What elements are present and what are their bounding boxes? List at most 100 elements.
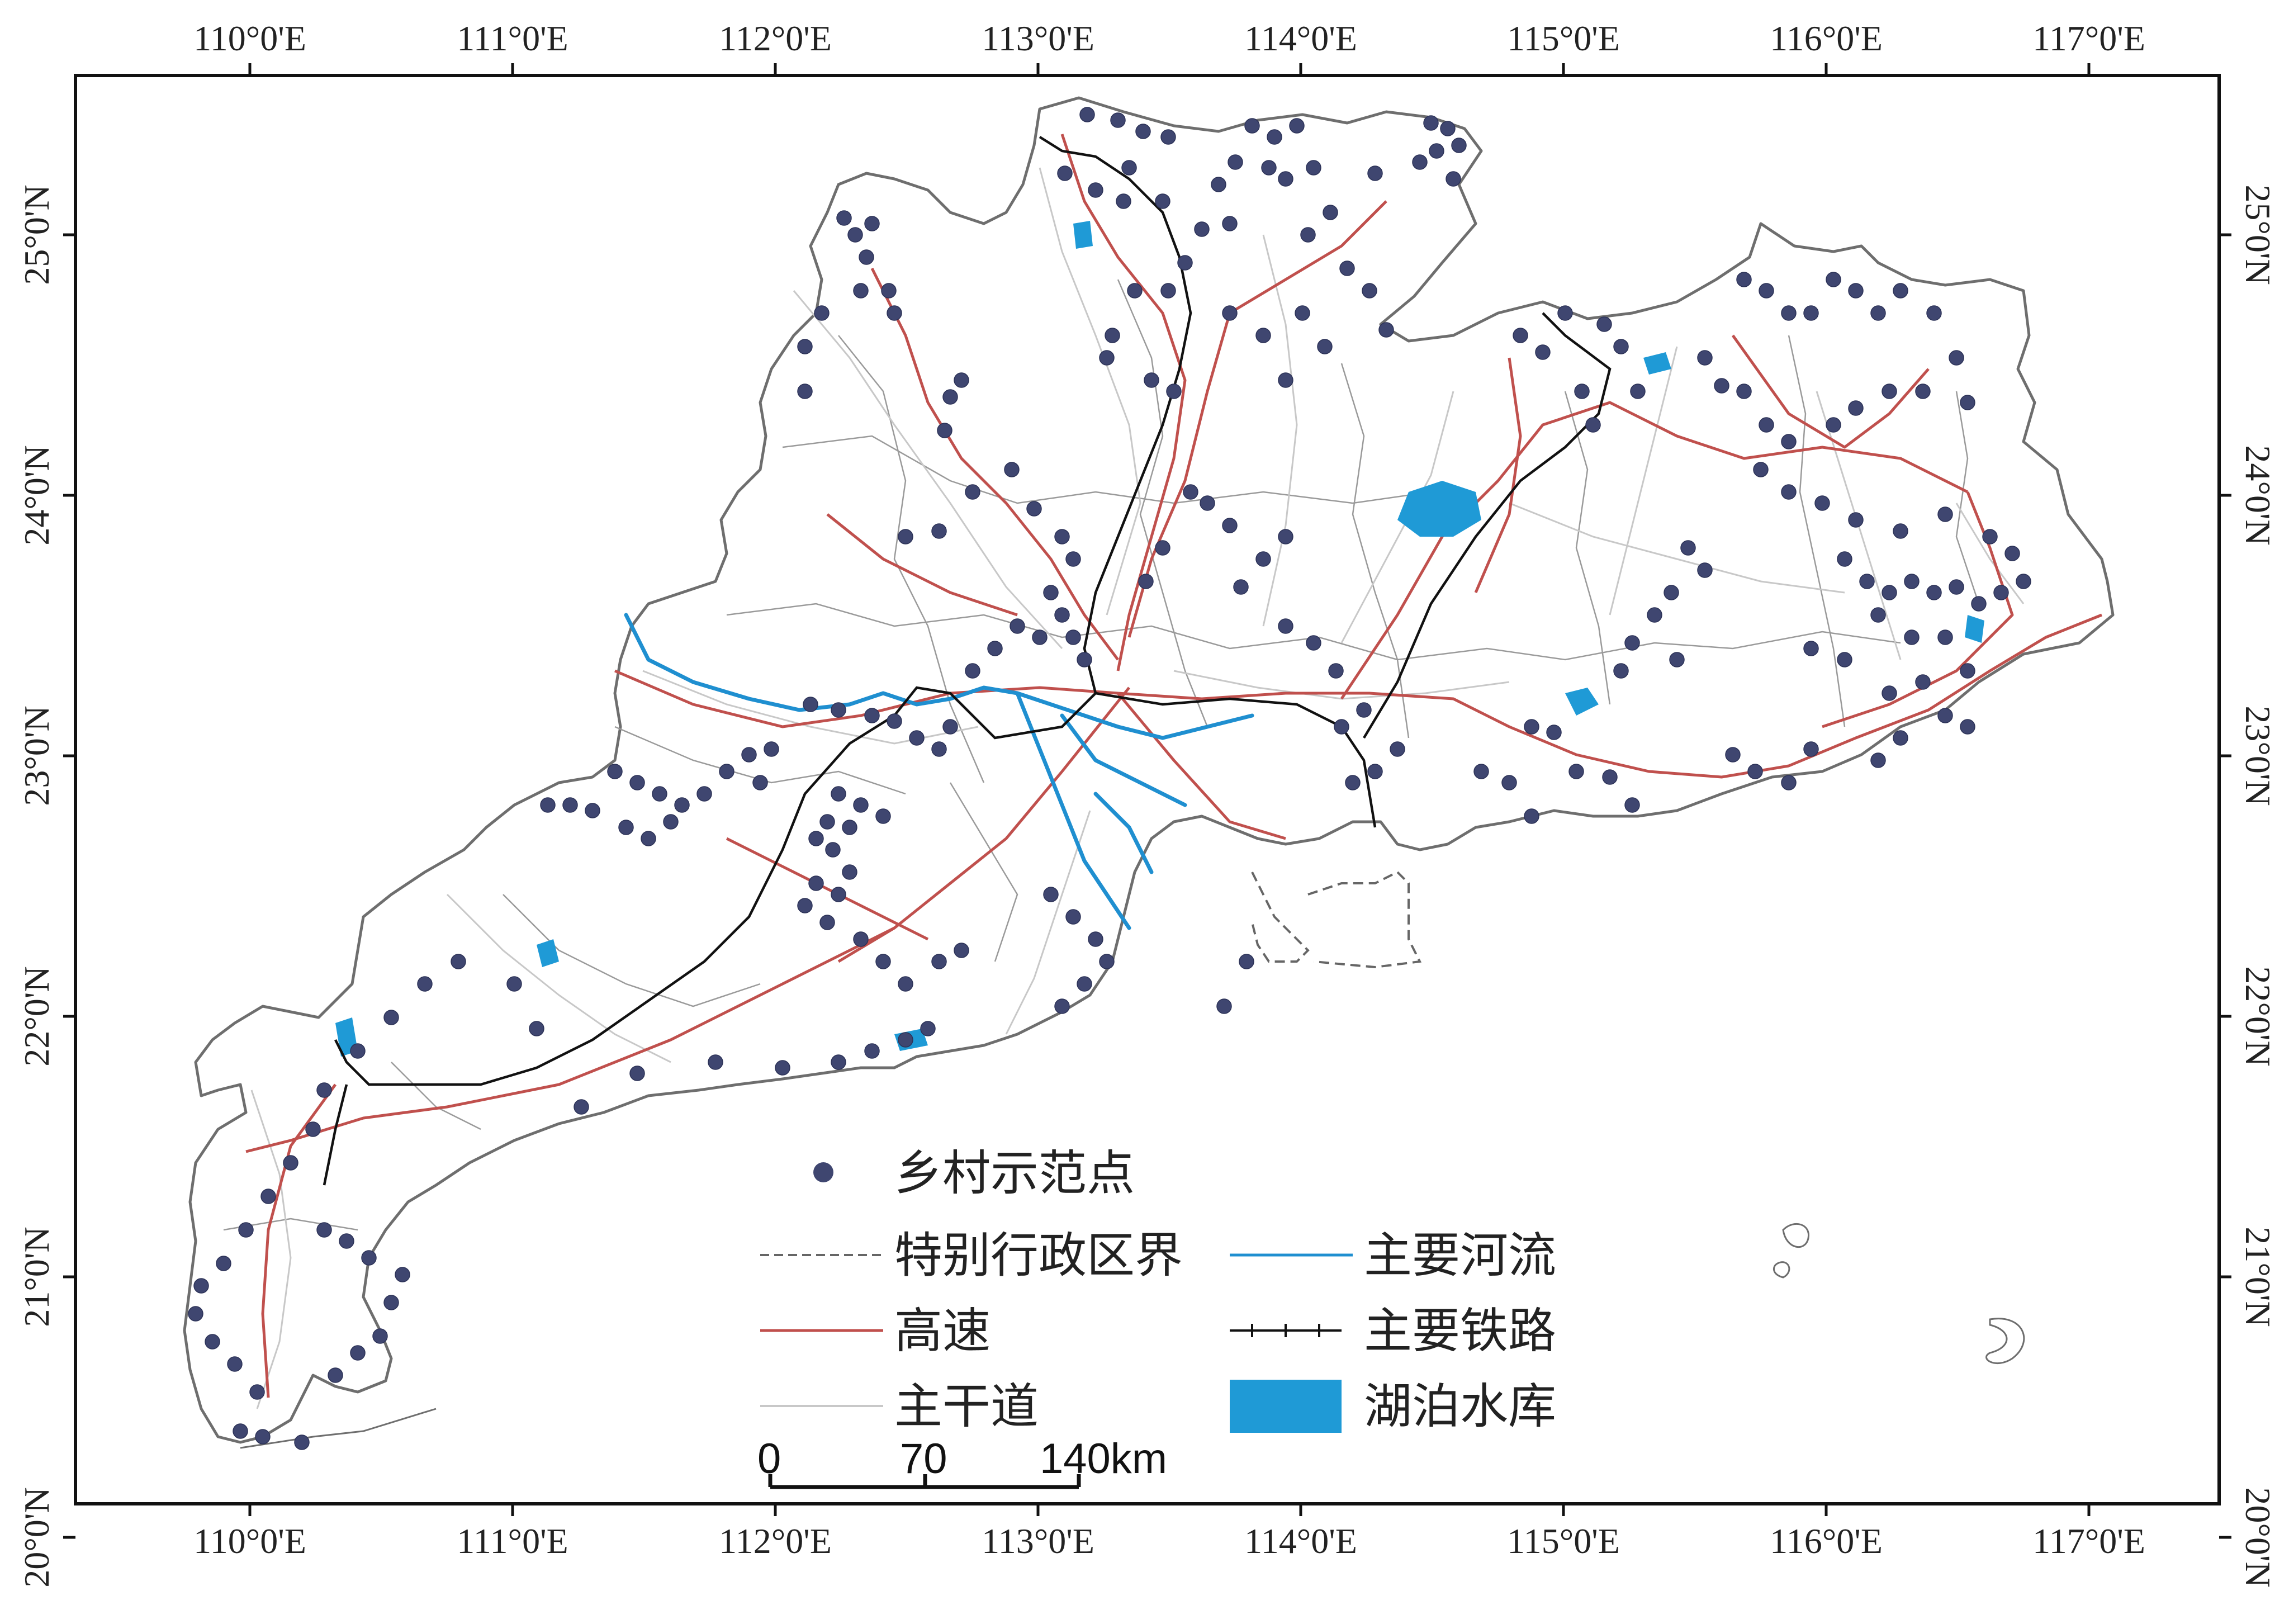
village-point [859,249,874,265]
lat-label-left: 23°0'N [17,706,56,806]
village-point [864,1043,880,1059]
village-point [1144,372,1159,388]
legend-village-dot [813,1162,833,1182]
village-point [1848,283,1864,299]
village-point [574,1099,589,1115]
village-point [1255,328,1271,343]
village-point [1859,574,1875,589]
village-point [350,1345,366,1361]
village-point [1367,165,1383,181]
village-point [1915,674,1931,690]
village-point [1535,344,1551,360]
village-point [1043,887,1059,902]
village-point [819,814,835,830]
village-point [1473,764,1489,779]
legend-label-river: 主要河流 [1364,1228,1556,1284]
lon-label-bottom: 110°0'E [193,1521,306,1561]
longitude-axis-top: 110°0'E 111°0'E 112°0'E 113°0'E 114°0'E 115°0… [193,18,2145,75]
village-point [641,831,656,846]
longitude-axis-bottom: 110°0'E 111°0'E 112°0'E 113°0'E 114°0'E 115°0… [193,1504,2145,1561]
village-point [875,808,891,824]
legend-label-sar: 特别行政区界 [894,1228,1183,1284]
village-point [1960,719,1975,735]
village-point [1211,177,1226,192]
village-point [506,976,522,992]
legend-label-lake: 湖泊水库 [1364,1379,1556,1434]
village-point [339,1233,354,1249]
village-point [808,875,824,891]
village-point [1099,954,1115,969]
village-point [1630,383,1646,399]
village-point [954,943,969,958]
village-point [1882,383,1897,399]
village-point [1278,529,1293,545]
offshore-islands [240,1223,2025,1449]
village-point [618,820,634,835]
village-point [294,1434,310,1450]
village-point [361,1250,377,1266]
lon-label-bottom: 113°0'E [982,1521,1094,1561]
lat-label-left: 21°0'N [17,1227,56,1327]
village-point [316,1082,332,1098]
village-point [1596,316,1612,332]
village-point [1982,529,1998,545]
village-point [920,1021,936,1036]
village-point [1781,775,1797,790]
village-point [814,305,830,321]
village-point [797,383,813,399]
village-point [1121,160,1137,176]
village-point [1054,529,1070,545]
lat-label-right: 20°0'N [2238,1487,2278,1587]
village-point [764,741,779,757]
village-point [931,523,947,539]
village-point [775,1060,790,1076]
village-point [1216,998,1232,1014]
village-point [1664,585,1679,600]
village-point [1222,305,1238,321]
village-point [1065,909,1081,925]
village-point [1328,663,1344,679]
lon-label-top: 117°0'E [2032,18,2145,58]
lon-label-top: 115°0'E [1507,18,1620,58]
village-point [249,1384,265,1400]
latitude-axis-left: 25°0'N 24°0'N 23°0'N 22°0'N 21°0'N 20°0'N [17,184,75,1588]
village-point [652,786,667,802]
lon-label-top: 113°0'E [982,18,1094,58]
village-point [797,898,813,913]
village-point [842,820,857,835]
village-point [1295,305,1310,321]
village-point [1306,635,1321,651]
village-point [853,283,869,299]
village-point [942,719,958,735]
village-point [417,976,433,992]
village-point [1065,629,1081,645]
village-point [607,764,623,779]
village-point [1423,115,1439,131]
village-point [1803,741,1819,757]
village-point [188,1306,203,1322]
rivers [624,613,1254,930]
village-point [1585,417,1601,433]
legend-label-railway: 主要铁路 [1364,1303,1556,1359]
village-point [1736,383,1752,399]
village-point [451,954,466,969]
village-point [708,1054,723,1070]
village-point [1345,775,1361,790]
lon-label-bottom: 115°0'E [1507,1521,1620,1561]
village-point [540,797,556,813]
village-point [1032,629,1048,645]
county-boundaries [223,279,1980,1231]
village-point [1228,154,1243,170]
village-point [1261,160,1277,176]
village-point [797,339,813,354]
lon-label-top: 114°0'E [1244,18,1357,58]
village-point [1138,574,1154,589]
village-point [1870,305,1886,321]
village-point [1317,339,1333,354]
village-point [316,1222,332,1238]
village-point [1624,635,1640,651]
village-point [1814,495,1830,511]
lat-label-left: 20°0'N [17,1487,56,1587]
village-point [1669,652,1685,667]
village-point [881,283,897,299]
